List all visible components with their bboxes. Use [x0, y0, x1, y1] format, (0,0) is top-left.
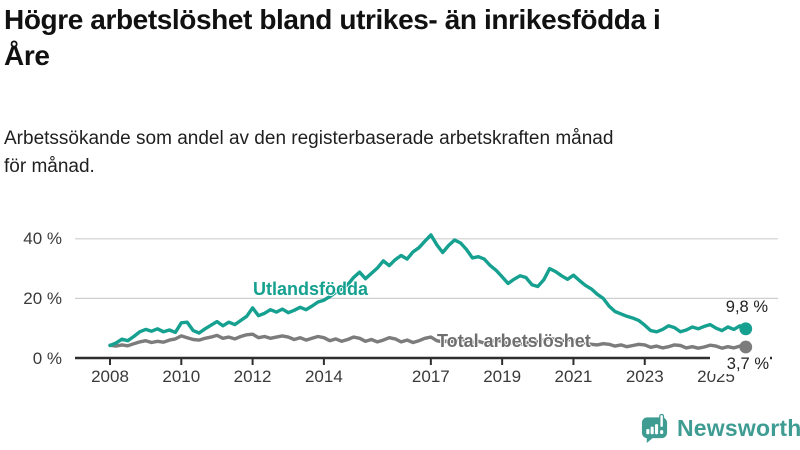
series-label-utlandsfodda: Utlandsfödda	[253, 279, 368, 299]
x-tick-label: 2023	[625, 367, 664, 386]
x-tick-label: 2012	[233, 367, 272, 386]
newsworthy-logo[interactable]: Newsworthy	[640, 413, 800, 444]
chart-title: Högre arbetslöshet bland utrikes- än inr…	[4, 2, 661, 74]
chart-subtitle-line1: Arbetssökande som andel av den registerb…	[4, 128, 614, 149]
newsworthy-wordmark: Newsworthy	[677, 415, 800, 441]
x-tick-label: 2008	[91, 367, 129, 386]
chart-subtitle: Arbetssökande som andel av den registerb…	[4, 125, 613, 181]
x-tick-label: 2010	[162, 367, 201, 386]
end-value-utlandsfodda: 9,8 %	[725, 298, 768, 316]
end-value-total-arbetsloshet: 3,7 %	[710, 355, 770, 374]
x-tick-label: 2019	[483, 367, 522, 386]
y-tick-label: 0 %	[32, 348, 62, 368]
x-tick-label: 2014	[304, 367, 343, 386]
chart-subtitle-line2: för månad.	[4, 156, 95, 177]
series-line-total-arbetsl-shet	[108, 332, 748, 350]
series-endpoint-utlandsf-dda	[739, 322, 753, 336]
series-line-utlandsf-dda	[108, 233, 748, 348]
y-tick-label: 20 %	[23, 288, 62, 308]
newsworthy-icon	[641, 413, 668, 443]
x-tick-label: 2021	[554, 367, 593, 386]
y-tick-label: 40 %	[23, 229, 62, 249]
series-endpoint-total-arbetsl-shet	[739, 340, 753, 354]
chart-title-line1: Högre arbetslöshet bland utrikes- än inr…	[4, 4, 661, 35]
chart-title-line2: Åre	[4, 40, 50, 71]
x-tick-label: 2017	[411, 367, 450, 386]
series-label-total-arbetsloshet: Total arbetslöshet	[437, 331, 591, 351]
